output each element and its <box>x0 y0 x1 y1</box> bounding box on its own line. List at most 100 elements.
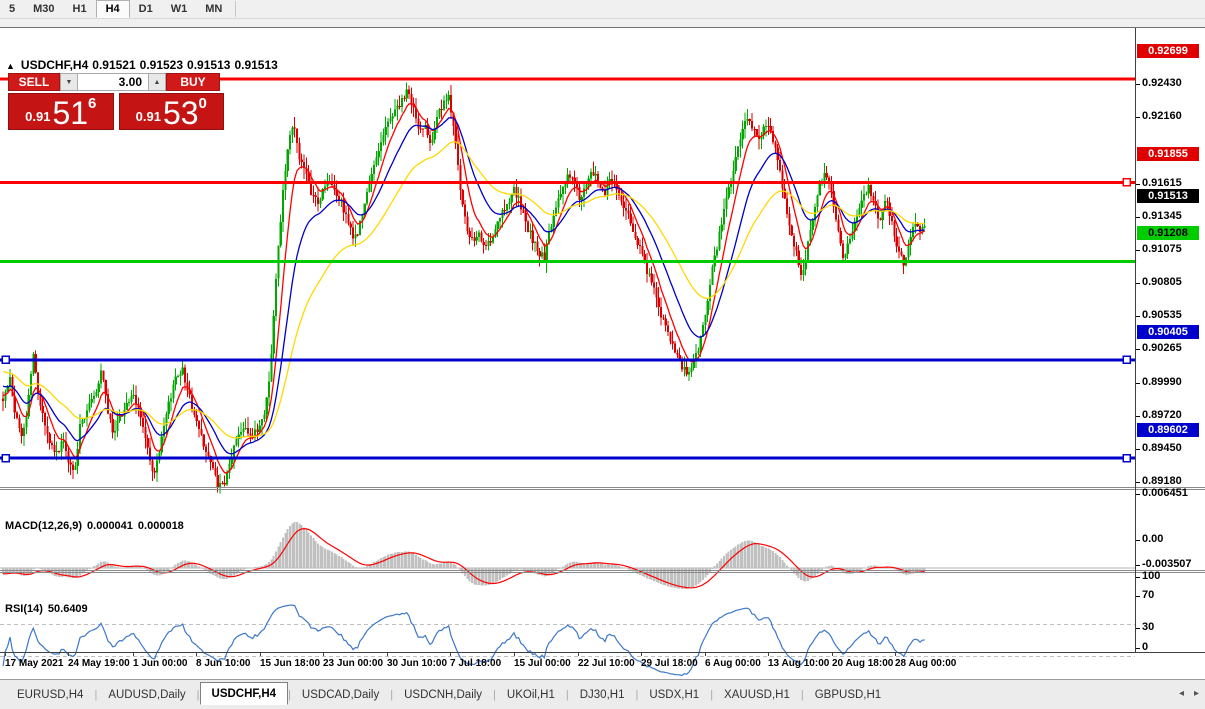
chart-tab-usdcad[interactable]: USDCAD,Daily <box>301 688 380 701</box>
timeframe-button-h1[interactable]: H1 <box>72 3 87 15</box>
axis-tick-mark <box>1136 383 1140 384</box>
volume-decrease-button[interactable]: ▼ <box>60 73 78 91</box>
ohlc-open: 0.91521 <box>92 58 136 72</box>
rsi-axis-label: 100 <box>1142 570 1161 582</box>
macd-axis-max: 0.006451 <box>1142 487 1188 499</box>
price-tick-label: 0.89180 <box>1142 475 1182 487</box>
sell-price-prefix: 0.91 <box>25 109 51 124</box>
timeframe-button-m30[interactable]: M30 <box>33 3 55 15</box>
time-label: 20 Aug 18:00 <box>832 658 894 669</box>
macd-label: MACD(12,26,9) 0.000041 0.000018 <box>5 520 189 532</box>
axis-tick-mark <box>1136 596 1140 597</box>
macd-main-value: 0.000041 <box>87 520 133 532</box>
sell-price-pip: 6 <box>88 95 97 112</box>
time-tick-mark <box>641 652 642 656</box>
time-label: 29 Jul 18:00 <box>641 658 698 669</box>
axis-tick-mark <box>1136 117 1140 118</box>
tab-scroll-left-icon[interactable]: ◂ <box>1178 688 1184 699</box>
panel-separator[interactable] <box>0 570 1205 571</box>
price-tick-label: 0.89450 <box>1142 442 1182 454</box>
time-label: 22 Jul 10:00 <box>578 658 635 669</box>
macd-axis-zero: 0.00 <box>1142 533 1164 545</box>
volume-increase-button[interactable]: ▲ <box>148 73 166 91</box>
timeframe-button-w1[interactable]: W1 <box>170 3 188 15</box>
chart-tab-usdchf[interactable]: USDCHF,H4 <box>199 682 289 705</box>
current-price-badge: 0.91513 <box>1137 189 1199 203</box>
volume-input[interactable] <box>78 73 148 91</box>
main-price-chart[interactable] <box>0 56 1135 515</box>
price-tick-label: 0.91615 <box>1142 177 1182 189</box>
collapse-triangle-icon[interactable]: ▲ <box>6 61 15 71</box>
timeframe-toolbar: 5 M30 H1 H4 D1 W1 MN <box>0 0 1205 19</box>
timeframe-button-5[interactable]: 5 <box>9 3 16 15</box>
axis-tick-mark <box>1136 84 1140 85</box>
timeframe-button-mn[interactable]: MN <box>205 3 223 15</box>
time-tick-mark <box>895 652 896 656</box>
panel-separator[interactable] <box>0 487 1205 488</box>
tab-separator: | <box>288 688 291 701</box>
price-tick-label: 0.91075 <box>1142 243 1182 255</box>
chart-tab-xauusd[interactable]: XAUUSD,H1 <box>724 688 790 701</box>
price-tick-label: 0.90805 <box>1142 276 1182 288</box>
chart-tab-audusd[interactable]: AUDUSD,Daily <box>108 688 186 701</box>
time-label: 7 Jul 18:00 <box>450 658 502 669</box>
price-tick-label: 0.89720 <box>1142 409 1182 421</box>
axis-tick-mark <box>1136 565 1140 566</box>
timeframe-button-h4[interactable]: H4 <box>95 0 130 18</box>
rsi-label: RSI(14) 50.6409 <box>5 603 93 615</box>
chart-tab-usdcnh[interactable]: USDCNH,Daily <box>404 688 483 701</box>
rsi-axis-label: 70 <box>1142 589 1155 601</box>
tab-separator: | <box>493 688 496 701</box>
macd-panel[interactable] <box>0 518 1135 598</box>
macd-signal-value: 0.000018 <box>137 520 184 532</box>
sell-quote-button[interactable]: 0.91 51 6 <box>8 93 114 130</box>
spinner-up-icon: ▲ <box>153 78 161 86</box>
symbol-title: USDCHF,H4 <box>20 58 89 72</box>
panel-separator[interactable] <box>0 489 1205 490</box>
time-axis-line <box>0 652 1205 653</box>
chart-tab-dj30[interactable]: DJ30,H1 <box>579 688 625 701</box>
price-tick-label: 0.92430 <box>1142 77 1182 89</box>
time-tick-mark <box>5 652 6 656</box>
price-tick-label: 0.90265 <box>1142 342 1182 354</box>
axis-tick-mark <box>1136 283 1140 284</box>
time-tick-mark <box>133 652 134 656</box>
buy-quote-button[interactable]: 0.91 53 0 <box>118 93 224 130</box>
time-label: 17 May 2021 <box>5 658 64 669</box>
timeframe-button-d1[interactable]: D1 <box>138 3 153 15</box>
sell-price-big: 51 <box>52 95 89 131</box>
ohlc-close: 0.91513 <box>234 58 278 72</box>
price-tick-label: 0.92160 <box>1142 110 1182 122</box>
chart-tab-usdx[interactable]: USDX,H1 <box>649 688 700 701</box>
axis-tick-mark <box>1136 416 1140 417</box>
sell-button[interactable]: SELL <box>8 73 60 91</box>
buy-button[interactable]: BUY <box>166 73 220 91</box>
chart-tab-ukoil[interactable]: UKOil,H1 <box>506 688 555 701</box>
price-level-badge: 0.91855 <box>1137 147 1199 161</box>
time-label: 1 Jun 00:00 <box>133 658 188 669</box>
time-label: 15 Jul 00:00 <box>514 658 571 669</box>
time-tick-mark <box>450 652 451 656</box>
axis-tick-mark <box>1136 648 1140 649</box>
rsi-axis-label: 30 <box>1142 621 1155 633</box>
panel-separator[interactable] <box>0 572 1205 573</box>
price-tick-label: 0.90535 <box>1142 309 1182 321</box>
rsi-panel[interactable] <box>0 601 1135 680</box>
time-tick-mark <box>260 652 261 656</box>
tab-separator: | <box>390 688 394 701</box>
price-level-badge: 0.91208 <box>1137 226 1199 240</box>
tab-separator: | <box>94 688 98 701</box>
axis-tick-mark <box>1136 540 1140 541</box>
tab-separator: | <box>565 688 569 701</box>
toolbar-divider <box>235 1 237 17</box>
chart-tab-gbpusd[interactable]: GBPUSD,H1 <box>814 688 882 701</box>
time-label: 28 Aug 00:00 <box>895 658 957 669</box>
chart-window[interactable]: ▲ USDCHF,H4 0.91521 0.91523 0.91513 0.91513 S… <box>0 27 1205 680</box>
tab-scroll-right-icon[interactable]: ▸ <box>1193 688 1199 699</box>
buy-price-prefix: 0.91 <box>135 109 161 124</box>
price-level-badge: 0.92699 <box>1137 44 1199 58</box>
macd-name: MACD(12,26,9) <box>5 520 83 532</box>
chart-tab-eurusd[interactable]: EURUSD,H4 <box>17 688 84 701</box>
time-label: 6 Aug 00:00 <box>705 658 761 669</box>
